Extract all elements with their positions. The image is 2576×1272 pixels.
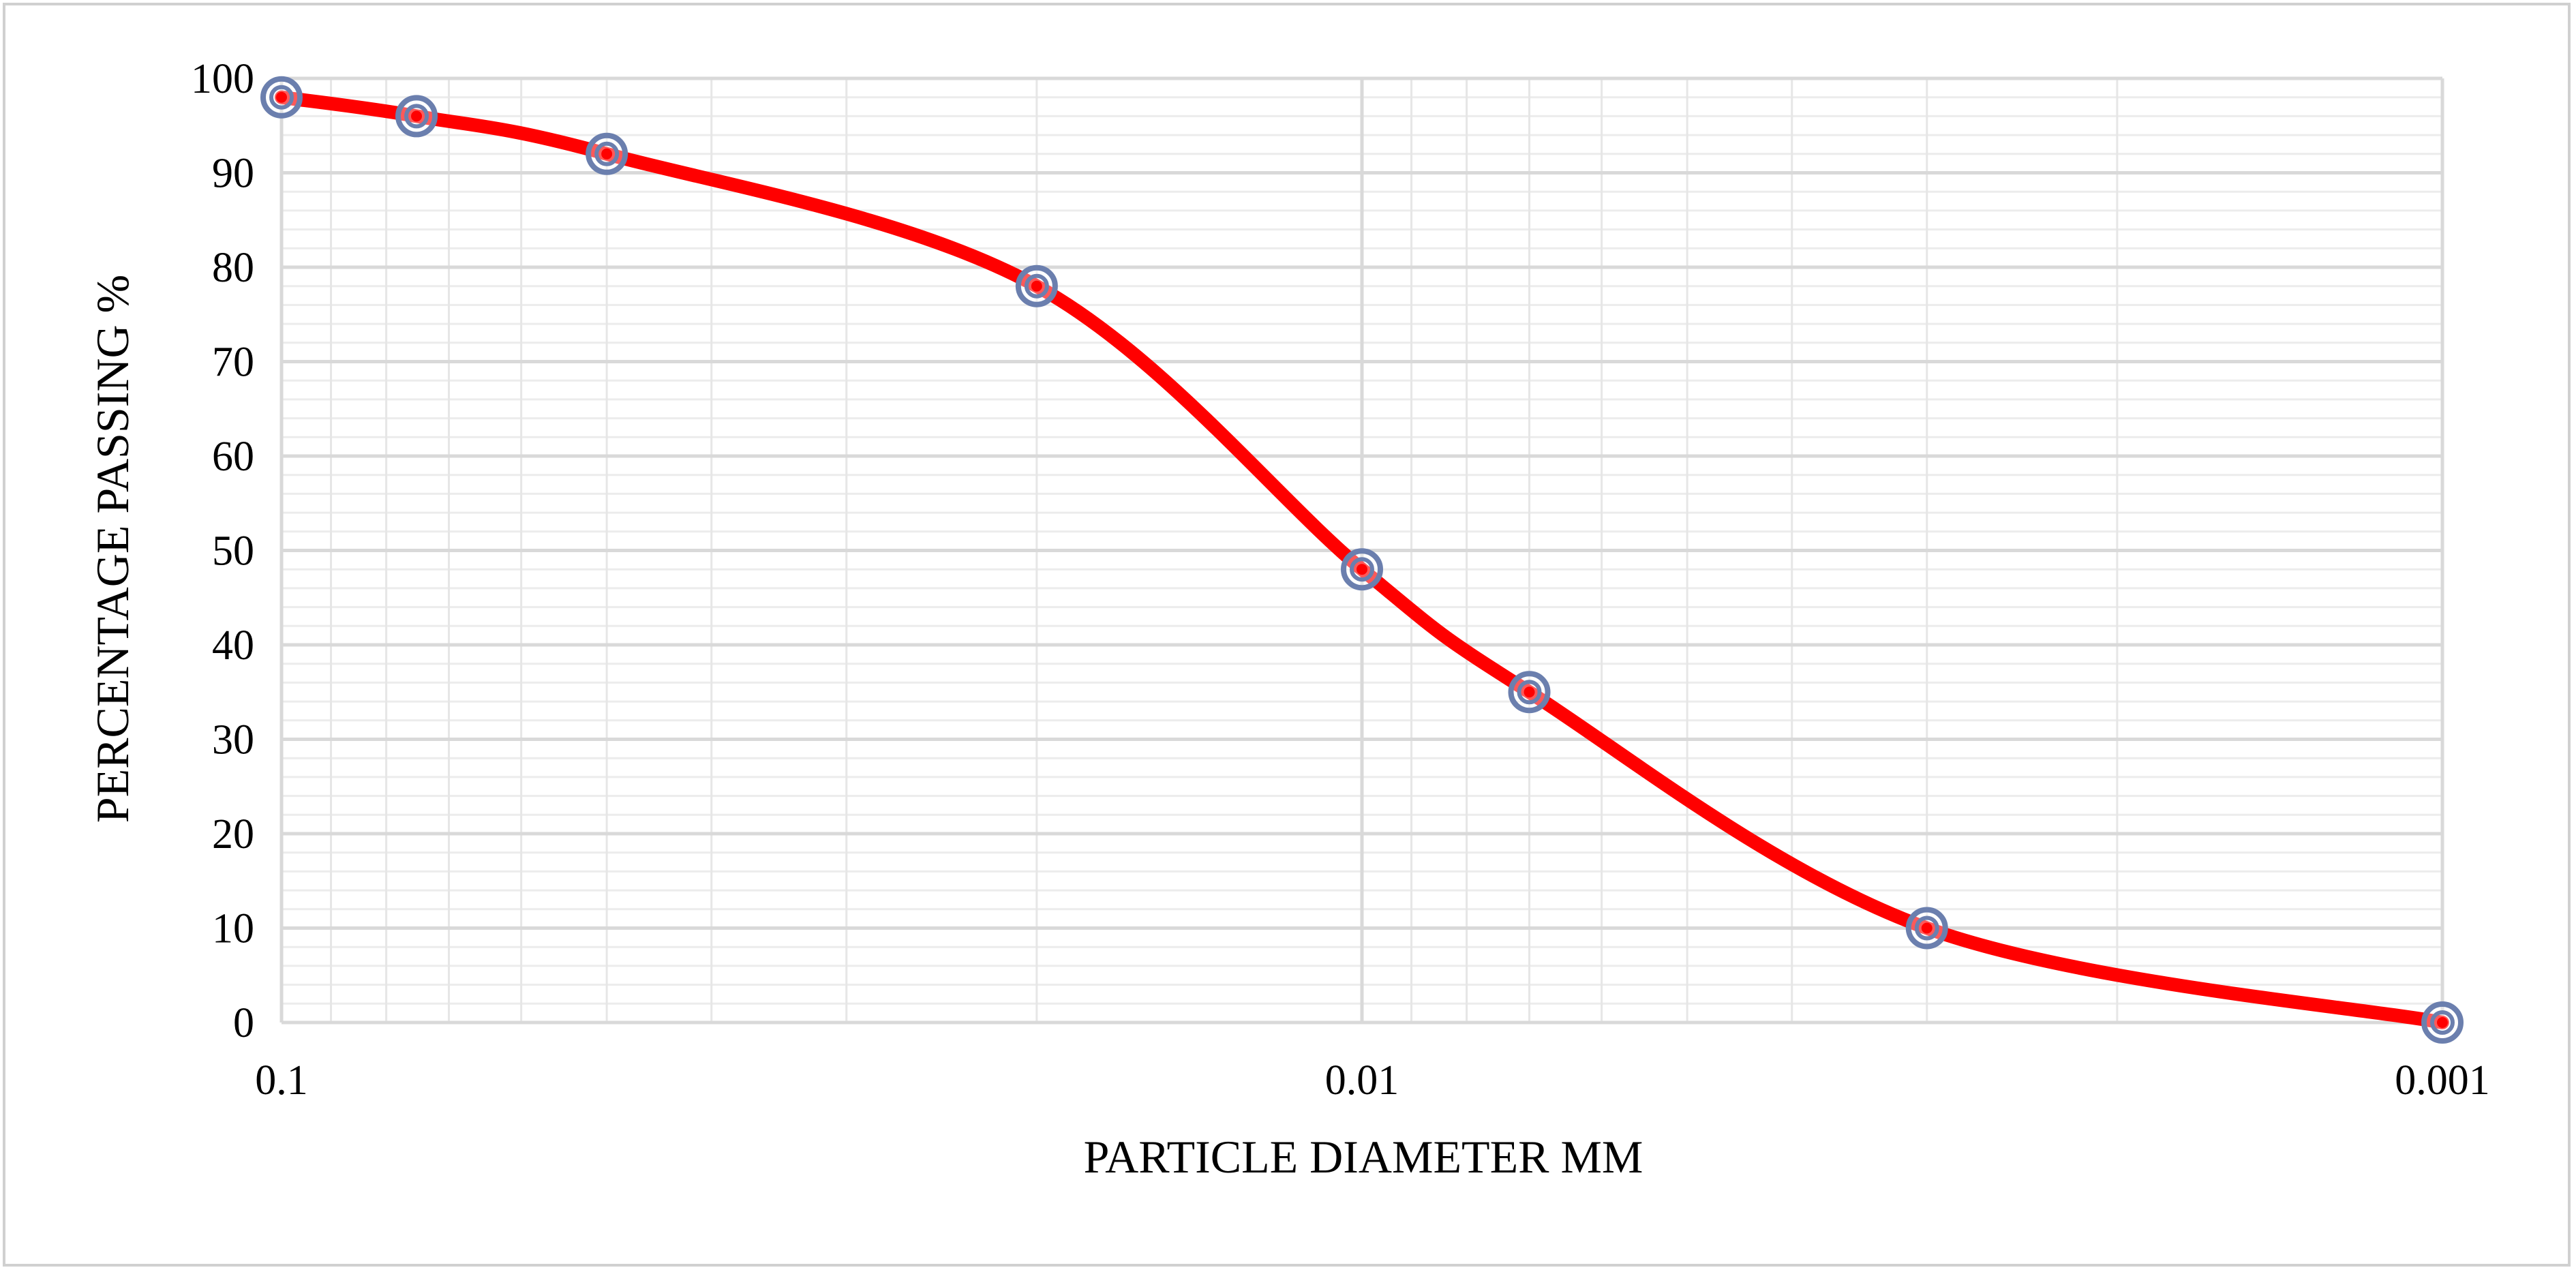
data-point-marker	[2421, 1001, 2464, 1044]
marker-inner-ring	[594, 141, 620, 166]
markers	[260, 76, 2464, 1044]
marker-dot	[1921, 922, 1933, 934]
chart-frame	[3, 3, 2571, 1267]
y-tick-label: 40	[212, 622, 254, 669]
data-point-marker	[1341, 548, 1383, 591]
marker-inner-ring	[1517, 680, 1542, 705]
series-layer	[275, 90, 2449, 1029]
marker-dot	[276, 91, 287, 103]
series-line	[275, 90, 2449, 1029]
y-tick-label: 70	[212, 339, 254, 386]
y-tick-label: 0	[233, 1000, 254, 1046]
major-gridlines	[279, 76, 2444, 1025]
y-tick-label: 90	[212, 151, 254, 197]
x-tick-label: 0.01	[1325, 1057, 1399, 1104]
x-axis-title: PARTICLE DIAMETER MM	[1084, 1131, 1643, 1183]
marker-dot	[2437, 1017, 2448, 1028]
y-tick-label: 80	[212, 245, 254, 291]
data-point-marker	[395, 95, 438, 138]
x-tick-label: 0.001	[2395, 1057, 2490, 1104]
marker-inner-ring	[2430, 1010, 2455, 1035]
marker-dot	[411, 110, 423, 122]
tick-labels: 0 10 20 30 40 50 60 70 80 90 100 0.1 0.01 0.001	[191, 56, 2490, 1104]
marker-inner-ring	[1024, 273, 1049, 299]
marker-inner-ring	[1914, 915, 1939, 941]
data-point-marker	[1015, 264, 1058, 307]
marker-inner-ring	[1350, 557, 1374, 582]
marker-inner-ring	[404, 104, 429, 129]
marker-dot	[1031, 280, 1042, 292]
y-tick-label: 20	[212, 811, 254, 858]
y-tick-label: 50	[212, 528, 254, 575]
marker-inner-ring	[269, 85, 294, 110]
y-tick-label: 30	[212, 717, 254, 763]
marker-dot	[1357, 564, 1367, 575]
data-point-marker	[586, 132, 628, 175]
y-tick-label: 10	[212, 906, 254, 952]
y-tick-label: 100	[191, 56, 254, 102]
marker-dot	[1524, 686, 1535, 698]
x-tick-label: 0.1	[255, 1057, 308, 1104]
marker-dot	[601, 148, 613, 160]
y-tick-label: 60	[212, 434, 254, 480]
data-point-marker	[260, 76, 303, 119]
data-point-marker	[1905, 907, 1948, 950]
data-point-marker	[1508, 671, 1551, 714]
y-axis-title: PERCENTAGE PASSING %	[87, 275, 138, 823]
